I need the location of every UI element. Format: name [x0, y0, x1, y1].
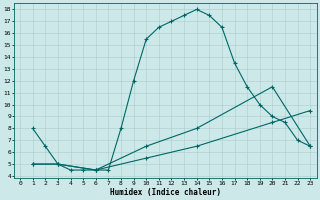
X-axis label: Humidex (Indice chaleur): Humidex (Indice chaleur) [110, 188, 220, 197]
